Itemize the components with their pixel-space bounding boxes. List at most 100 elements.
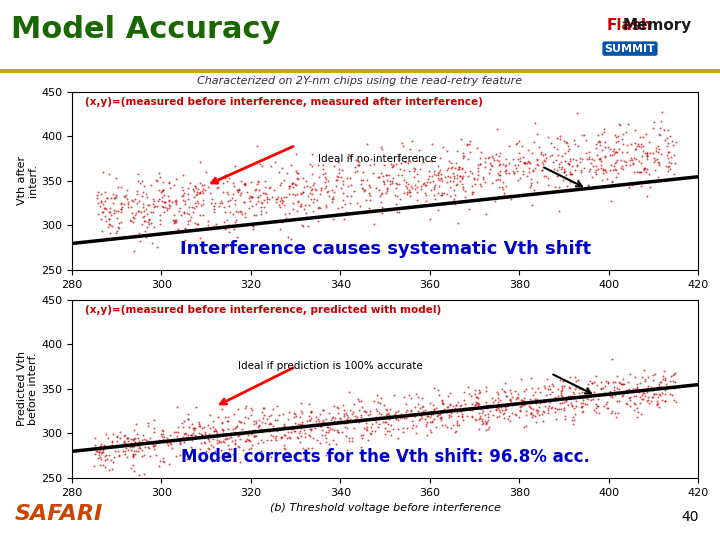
Point: [250, 185, 261, 194]
Point: [176, 183, 187, 192]
Point: [598, 128, 610, 137]
Point: [466, 406, 477, 414]
Point: [521, 159, 533, 168]
Point: [361, 139, 373, 148]
Point: [479, 417, 490, 426]
Point: [590, 404, 602, 413]
Point: [606, 393, 618, 401]
Point: [554, 206, 565, 215]
Point: [493, 406, 505, 414]
Point: [264, 195, 275, 204]
Point: [571, 156, 582, 164]
Point: [110, 173, 122, 182]
Point: [220, 434, 232, 442]
Point: [122, 437, 134, 445]
Point: [477, 417, 488, 426]
Point: [185, 213, 197, 221]
Point: [509, 169, 521, 178]
Point: [257, 188, 269, 197]
Point: [636, 152, 648, 160]
Point: [541, 408, 553, 417]
Point: [245, 404, 256, 413]
Point: [245, 197, 256, 205]
Point: [207, 423, 218, 431]
Point: [237, 446, 248, 454]
Point: [407, 184, 418, 192]
Point: [612, 132, 624, 140]
Point: [492, 394, 503, 403]
Point: [424, 413, 436, 421]
Point: [276, 433, 288, 442]
Point: [459, 406, 470, 414]
Point: [202, 443, 214, 452]
Point: [179, 224, 191, 232]
Point: [308, 178, 320, 187]
Point: [612, 169, 624, 178]
Point: [526, 409, 537, 418]
Point: [498, 184, 509, 193]
Point: [635, 139, 647, 148]
Point: [384, 205, 396, 214]
Point: [142, 418, 153, 427]
Point: [423, 412, 434, 421]
Point: [332, 204, 343, 213]
Point: [174, 438, 186, 447]
Point: [501, 392, 513, 400]
Point: [196, 424, 207, 433]
Point: [665, 158, 676, 167]
Point: [333, 165, 345, 173]
Point: [190, 191, 202, 200]
Point: [463, 205, 474, 213]
Point: [300, 213, 312, 221]
Point: [432, 386, 444, 394]
Point: [301, 417, 312, 426]
Point: [197, 433, 208, 441]
Point: [574, 383, 585, 392]
Point: [494, 176, 505, 184]
Point: [151, 242, 163, 251]
Point: [586, 379, 598, 388]
Point: [287, 180, 298, 188]
Point: [256, 203, 267, 212]
Point: [628, 405, 639, 414]
Point: [98, 446, 109, 455]
Point: [122, 198, 134, 206]
Point: [436, 397, 447, 406]
Point: [617, 390, 629, 399]
Point: [564, 157, 575, 166]
Point: [515, 157, 526, 165]
Point: [328, 187, 340, 196]
Text: Ideal if no interference: Ideal if no interference: [318, 154, 437, 164]
Point: [343, 151, 354, 159]
Point: [530, 417, 541, 426]
Point: [374, 399, 386, 407]
Point: [608, 382, 620, 391]
Point: [400, 414, 412, 422]
Point: [96, 448, 108, 456]
Point: [375, 143, 387, 151]
Point: [117, 440, 129, 448]
Point: [646, 393, 657, 402]
Point: [512, 154, 523, 163]
Point: [219, 225, 230, 233]
Point: [536, 150, 547, 158]
Point: [269, 415, 280, 424]
Point: [276, 434, 287, 442]
Point: [125, 438, 137, 447]
Point: [408, 421, 419, 429]
Point: [89, 461, 100, 470]
Point: [296, 201, 307, 210]
Point: [245, 430, 256, 438]
Point: [122, 203, 134, 212]
Point: [120, 438, 131, 447]
Point: [494, 408, 505, 417]
Point: [509, 387, 521, 395]
Point: [556, 151, 567, 160]
Point: [402, 410, 414, 419]
Point: [138, 207, 150, 215]
Point: [246, 406, 258, 415]
Point: [495, 403, 507, 411]
Point: [540, 153, 552, 162]
Point: [396, 171, 408, 179]
Point: [344, 406, 356, 415]
